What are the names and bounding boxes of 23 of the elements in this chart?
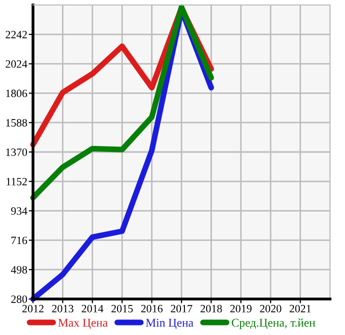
y-tick-label: 934 <box>11 207 28 215</box>
y-tick-label: 1588 <box>6 119 28 127</box>
y-tick-label: 498 <box>10 266 28 274</box>
y-tick-label: 280 <box>11 295 28 303</box>
y-tick-label: 2024 <box>6 60 28 68</box>
legend-label: Max Цена <box>58 318 108 330</box>
y-tick-label: 716 <box>12 236 28 244</box>
x-tick-label: 2012 <box>22 304 44 312</box>
y-tick-label: 1152 <box>6 178 27 186</box>
x-tick-label: 2018 <box>200 304 222 312</box>
x-tick-label: 2016 <box>141 304 163 312</box>
legend-label: Min Цена <box>146 318 194 330</box>
y-tick-label: 1806 <box>6 90 28 98</box>
x-tick-label: 2019 <box>230 304 252 312</box>
x-tick-label: 2014 <box>82 304 104 312</box>
y-tick-label: 2242 <box>6 30 27 38</box>
y-tick-label: 1370 <box>6 148 28 156</box>
legend-label: Сред.Цена, т.йен <box>232 318 316 330</box>
x-tick-label: 2013 <box>52 304 74 312</box>
x-tick-label: 2021 <box>290 304 311 312</box>
x-tick-label: 2015 <box>111 304 133 312</box>
x-tick-label: 2020 <box>260 304 282 312</box>
x-tick-label: 2017 <box>170 304 192 312</box>
